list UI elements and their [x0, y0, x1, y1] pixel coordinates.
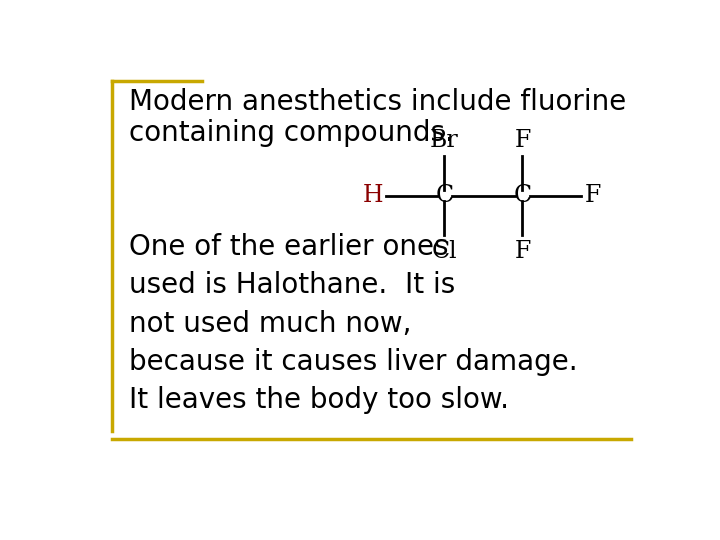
Text: H: H	[363, 184, 384, 207]
Text: containing compounds.: containing compounds.	[129, 119, 454, 147]
Text: Modern anesthetics include fluorine: Modern anesthetics include fluorine	[129, 87, 626, 116]
Text: because it causes liver damage.: because it causes liver damage.	[129, 348, 577, 376]
Text: Br: Br	[430, 129, 459, 152]
Text: It leaves the body too slow.: It leaves the body too slow.	[129, 386, 509, 414]
Text: F: F	[514, 240, 531, 262]
Text: Cl: Cl	[431, 240, 457, 262]
Text: F: F	[514, 129, 531, 152]
Text: F: F	[585, 184, 601, 207]
Text: C: C	[513, 184, 531, 207]
Text: used is Halothane.  It is: used is Halothane. It is	[129, 272, 455, 300]
Text: C: C	[436, 184, 454, 207]
Text: not used much now,: not used much now,	[129, 310, 412, 338]
Text: One of the earlier ones: One of the earlier ones	[129, 233, 449, 261]
